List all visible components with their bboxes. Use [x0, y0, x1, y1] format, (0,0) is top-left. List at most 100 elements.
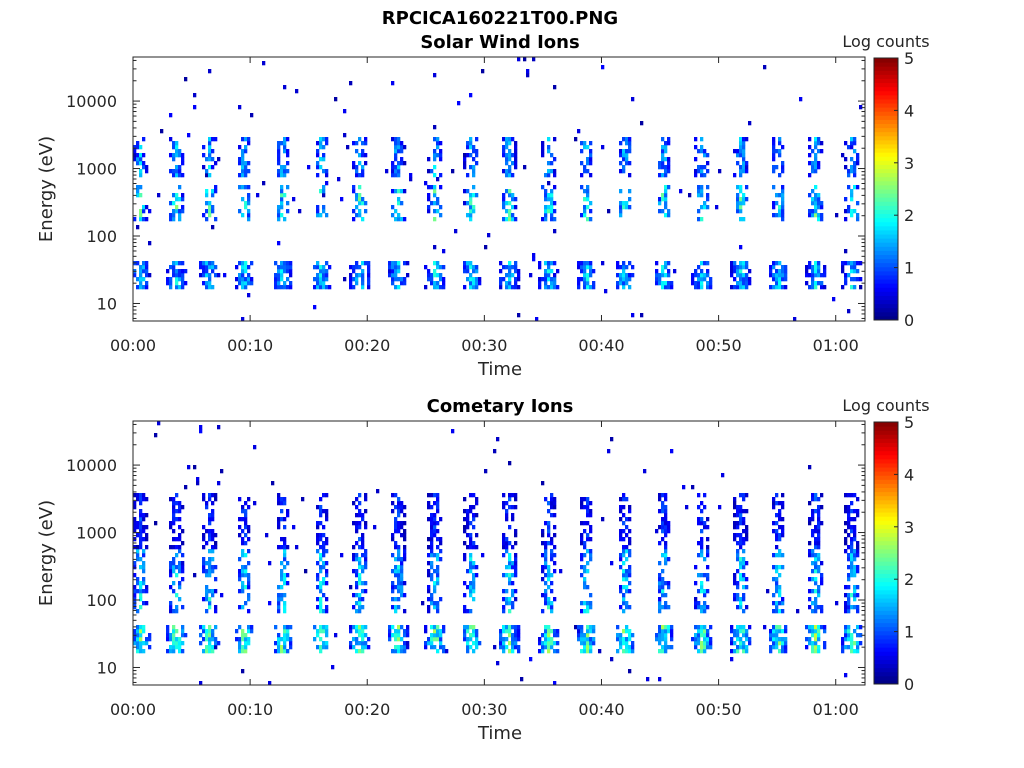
- solar-wind-cell: [394, 269, 398, 274]
- cometary-cell: [775, 533, 779, 538]
- cometary-cell: [397, 521, 401, 526]
- solar-wind-colorbar-step: [874, 197, 898, 202]
- solar-wind-cell: [394, 149, 398, 154]
- cometary-cell: [502, 637, 506, 642]
- solar-wind-cell: [697, 273, 701, 278]
- cometary-cell: [364, 645, 368, 650]
- solar-wind-cell: [811, 277, 815, 282]
- cometary-cell: [433, 589, 437, 594]
- cometary-cell: [397, 577, 401, 582]
- solar-wind-cell: [577, 277, 581, 282]
- cometary-cell: [502, 609, 506, 614]
- cometary-cell: [625, 637, 629, 642]
- solar-wind-cell: [295, 89, 299, 94]
- cometary-cell: [844, 629, 848, 634]
- cometary-cell: [178, 505, 182, 510]
- cometary-cell: [319, 601, 323, 606]
- solar-wind-cell: [352, 285, 356, 290]
- solar-wind-cell: [628, 173, 632, 178]
- cometary-cell: [355, 505, 359, 510]
- solar-wind-cell: [355, 193, 359, 198]
- cometary-cell: [286, 629, 290, 634]
- cometary-cell: [217, 641, 221, 646]
- solar-wind-cell: [361, 173, 365, 178]
- solar-wind-cell: [850, 165, 854, 170]
- solar-wind-cell: [670, 285, 674, 290]
- solar-wind-cell: [508, 217, 512, 222]
- cometary-cell: [772, 625, 776, 630]
- cometary-cell: [745, 529, 749, 534]
- cometary-cell: [700, 553, 704, 558]
- cometary-cell: [709, 637, 713, 642]
- cometary-cell: [433, 637, 437, 642]
- cometary-colorbar-tick-label: 2: [904, 570, 914, 589]
- solar-wind-cell: [841, 153, 845, 158]
- cometary-cell: [742, 509, 746, 514]
- solar-wind-cell: [547, 145, 551, 150]
- cometary-cell: [775, 641, 779, 646]
- cometary-cell: [355, 557, 359, 562]
- solar-wind-cell: [238, 273, 242, 278]
- solar-wind-cell: [739, 197, 743, 202]
- solar-wind-cell: [172, 169, 176, 174]
- solar-wind-cell: [352, 165, 356, 170]
- cometary-cell: [358, 609, 362, 614]
- solar-wind-cell: [439, 205, 443, 210]
- solar-wind-cell: [472, 193, 476, 198]
- cometary-cell: [847, 533, 851, 538]
- cometary-ytick-label: 10000: [66, 456, 117, 475]
- solar-wind-cell: [778, 141, 782, 146]
- cometary-cell: [433, 625, 437, 630]
- solar-wind-cell: [733, 173, 737, 178]
- cometary-cell: [580, 497, 584, 502]
- solar-wind-cell: [538, 281, 542, 286]
- cometary-cell: [172, 633, 176, 638]
- cometary-colorbar-step: [874, 622, 898, 628]
- cometary-cell: [808, 577, 812, 582]
- cometary-cell: [430, 637, 434, 642]
- cometary-cell: [139, 645, 143, 650]
- solar-wind-cell: [355, 173, 359, 178]
- cometary-cell: [169, 605, 173, 610]
- cometary-cell: [400, 589, 404, 594]
- cometary-cell: [742, 577, 746, 582]
- cometary-cell: [775, 629, 779, 634]
- cometary-cell: [472, 581, 476, 586]
- solar-wind-cell: [628, 161, 632, 166]
- cometary-cell: [469, 537, 473, 542]
- cometary-cell: [502, 501, 506, 506]
- cometary-cell: [847, 521, 851, 526]
- solar-wind-colorbar-step: [874, 78, 898, 84]
- cometary-cell: [406, 633, 410, 638]
- cometary-cell: [661, 509, 665, 514]
- cometary-cell: [133, 605, 137, 610]
- cometary-cell: [475, 545, 479, 550]
- cometary-cell: [706, 577, 710, 582]
- cometary-cell: [661, 517, 665, 522]
- solar-wind-cell: [400, 161, 404, 166]
- solar-wind-cell: [706, 285, 710, 290]
- cometary-cell: [820, 493, 824, 498]
- cometary-cell: [241, 589, 245, 594]
- solar-wind-cell: [700, 193, 704, 198]
- solar-wind-cell: [856, 161, 860, 166]
- cometary-cell: [586, 601, 590, 606]
- cometary-cell: [844, 645, 848, 650]
- solar-wind-cell: [358, 161, 362, 166]
- cometary-cell: [694, 601, 698, 606]
- cometary-cell: [850, 557, 854, 562]
- solar-wind-cell: [700, 149, 704, 154]
- cometary-cell: [391, 589, 395, 594]
- solar-wind-cell: [247, 141, 251, 146]
- cometary-cell: [805, 645, 809, 650]
- solar-wind-cell: [817, 201, 821, 206]
- cometary-cell: [628, 529, 632, 534]
- solar-wind-cell: [472, 205, 476, 210]
- cometary-cell: [397, 505, 401, 510]
- cometary-cell: [277, 497, 281, 502]
- cometary-cell: [541, 529, 545, 534]
- solar-wind-cell: [442, 249, 446, 254]
- solar-wind-cell: [526, 73, 530, 78]
- cometary-cell: [433, 521, 437, 526]
- solar-wind-cell: [805, 273, 809, 278]
